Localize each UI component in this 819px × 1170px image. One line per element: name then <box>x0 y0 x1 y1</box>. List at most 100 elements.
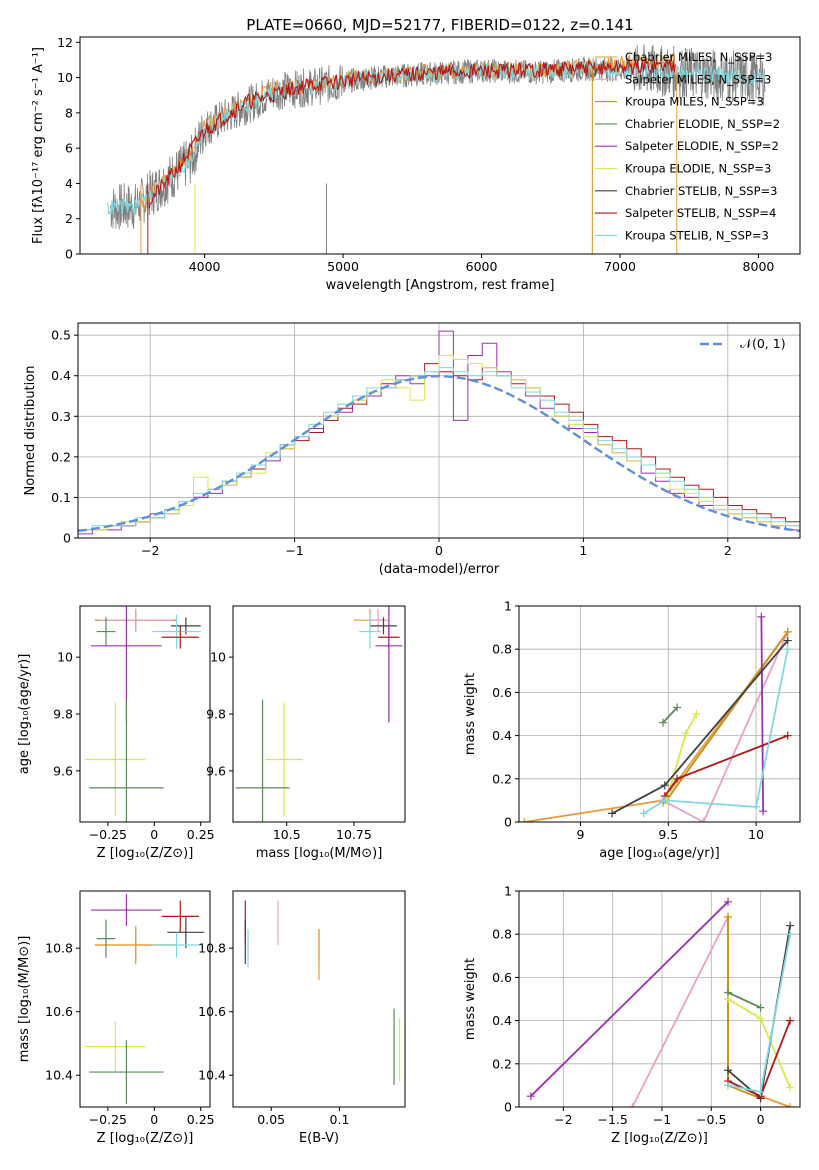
weight-marker <box>786 930 795 939</box>
axes-frame <box>518 890 801 1108</box>
weight-marker <box>692 710 701 718</box>
y-tick-label: 12 <box>57 35 73 50</box>
age-vs-metallicity-panel: −0.25 0 0.25 9.6 9.8 10 Z [log₁₀(Z/Z⊙)] age [lo… <box>17 605 215 861</box>
y-tick-label: 10 <box>210 650 226 665</box>
age-vs-mass-panel: 10.5 10.75 9.6 9.8 10 mass [log₁₀(M/M⊙)] <box>206 605 406 861</box>
errorbar-point-salpeter-stelib <box>161 900 199 933</box>
x-tick-label: 10.5 <box>273 827 301 842</box>
y-tick-label: 0.8 <box>492 642 512 657</box>
errorbar-point-chabrier-elodie <box>96 919 116 958</box>
errorbar-point-chabrier-elodie <box>89 699 164 822</box>
x-tick-label: 10.75 <box>336 827 372 842</box>
weight-marker <box>786 1103 795 1107</box>
histogram-salpeter-elodie <box>78 330 800 538</box>
errorbar-point-salpeter-elodie <box>91 894 162 926</box>
weight-marker <box>660 781 669 790</box>
weight-marker <box>783 731 792 740</box>
weight-marker <box>756 1014 765 1023</box>
x-tick-label: 7000 <box>604 259 636 274</box>
mass-vs-extinction-panel: 0.05 0.1 10.4 10.6 10.8 E(B-V) <box>198 890 406 1146</box>
x-tick-label: 0.25 <box>187 1112 215 1127</box>
errorbar-point-chabrier-stelib <box>167 916 205 949</box>
spectrum-panel: 4000 5000 6000 7000 8000 0 2 4 6 8 10 12 wavelength … <box>31 35 801 293</box>
y-tick-label: 0.5 <box>51 328 71 343</box>
weight-marker <box>786 1016 795 1025</box>
errorbar-point-chabrier-stelib <box>370 617 397 635</box>
mass-weight-vs-metallicity-panel: −2 −1.5 −1 −0.5 0 0 0.2 0.4 0.6 0.8 1 Z [log₁₀(Z/Z⊙… <box>463 884 801 1146</box>
weight-marker <box>786 1083 795 1092</box>
x-tick-label: 0.25 <box>187 827 215 842</box>
errorbar-point-kroupa-stelib <box>152 614 201 649</box>
weight-marker <box>724 897 733 906</box>
weight-line-chabrier-elodie <box>727 991 761 1009</box>
x-tick-label: −1 <box>285 543 303 558</box>
weight-marker <box>673 703 682 712</box>
axes-frame <box>232 605 406 823</box>
y-tick-label: 0.4 <box>51 368 71 383</box>
errorbar-point-chabrier-elodie <box>89 1040 164 1104</box>
legend-label: Kroupa ELODIE, N_SSP=3 <box>625 162 771 176</box>
weight-line-kroupa-miles <box>727 916 761 1100</box>
x-tick-label: 2 <box>724 543 732 558</box>
axes-frame <box>232 890 406 1108</box>
weight-line-chabrier-miles <box>524 631 789 822</box>
x-tick-label: 6000 <box>466 259 498 274</box>
histogram-kroupa-stelib <box>78 367 800 538</box>
errorbar-point-kroupa-elodie <box>85 702 145 817</box>
figure-title: PLATE=0660, MJD=52177, FIBERID=0122, z=0… <box>246 16 633 34</box>
y-tick-label: 8 <box>65 105 73 120</box>
legend-label: Salpeter ELODIE, N_SSP=2 <box>625 139 779 153</box>
y-tick-label: 1 <box>504 599 512 614</box>
errorbar-point-chabrier-elodie <box>96 617 116 646</box>
plot-area <box>526 897 795 1107</box>
y-tick-label: 0 <box>65 247 73 262</box>
x-tick-label: 8000 <box>743 259 775 274</box>
weight-marker <box>673 774 682 783</box>
x-tick-label: −0.25 <box>89 1112 127 1127</box>
y-axis-label: Flux [fλ10⁻¹⁷ erg cm⁻² s⁻¹ A⁻¹] <box>31 47 46 244</box>
y-tick-label: 6 <box>65 141 73 156</box>
x-tick-label: 4000 <box>189 259 221 274</box>
weight-marker <box>783 627 792 636</box>
weight-marker <box>759 807 768 816</box>
x-tick-label: 5000 <box>327 259 359 274</box>
x-tick-label: −1 <box>653 1112 671 1127</box>
weight-marker <box>724 1081 733 1090</box>
y-axis-label: mass [log₁₀(M/M⊙)] <box>17 936 32 1063</box>
x-tick-label: 10 <box>748 827 764 842</box>
x-axis-label: Z [log₁₀(Z/Z⊙)] <box>97 846 194 861</box>
weight-marker <box>724 1066 733 1075</box>
x-tick-label: −2 <box>141 543 159 558</box>
errorbar-point-kroupa-elodie <box>85 1021 145 1073</box>
y-tick-label: 9.6 <box>53 763 73 778</box>
x-tick-label: 0 <box>757 1112 765 1127</box>
y-tick-label: 0.2 <box>51 449 71 464</box>
x-tick-label: 9.5 <box>658 827 678 842</box>
weight-marker <box>639 809 648 818</box>
weight-marker <box>628 1103 637 1107</box>
axes-frame <box>79 605 211 823</box>
x-tick-label: 0.1 <box>330 1112 350 1127</box>
weight-marker <box>681 729 690 738</box>
x-tick-label: 0 <box>150 1112 158 1127</box>
weight-marker <box>520 818 529 822</box>
y-tick-label: 10.8 <box>45 941 73 956</box>
y-tick-label: 10.4 <box>45 1068 73 1083</box>
y-tick-label: 2 <box>65 211 73 226</box>
x-tick-label: 0 <box>150 827 158 842</box>
y-tick-label: 1 <box>504 884 512 899</box>
mass-vs-metallicity-panel: −0.25 0 0.25 10.4 10.6 10.8 Z [log₁₀(Z/Z⊙)] mas… <box>17 890 215 1146</box>
legend-label: 𝒩(0, 1) <box>740 336 786 351</box>
weight-line-salpeter-elodie <box>530 901 729 1097</box>
plot-area <box>85 606 201 822</box>
errorbar-point-salpeter-miles <box>367 608 389 632</box>
axes-frame <box>79 890 211 1108</box>
legend-label: Kroupa MILES, N_SSP=3 <box>625 95 764 109</box>
x-axis-label: Z [log₁₀(Z/Z⊙)] <box>97 1131 194 1146</box>
gaussian-curve <box>78 374 800 533</box>
x-axis-label: (data-model)/error <box>379 562 500 577</box>
plot-area <box>520 612 792 822</box>
weight-marker <box>783 645 792 654</box>
weight-marker <box>783 636 792 645</box>
model-line-kroupa-stelib-n-ssp-3 <box>107 59 766 216</box>
